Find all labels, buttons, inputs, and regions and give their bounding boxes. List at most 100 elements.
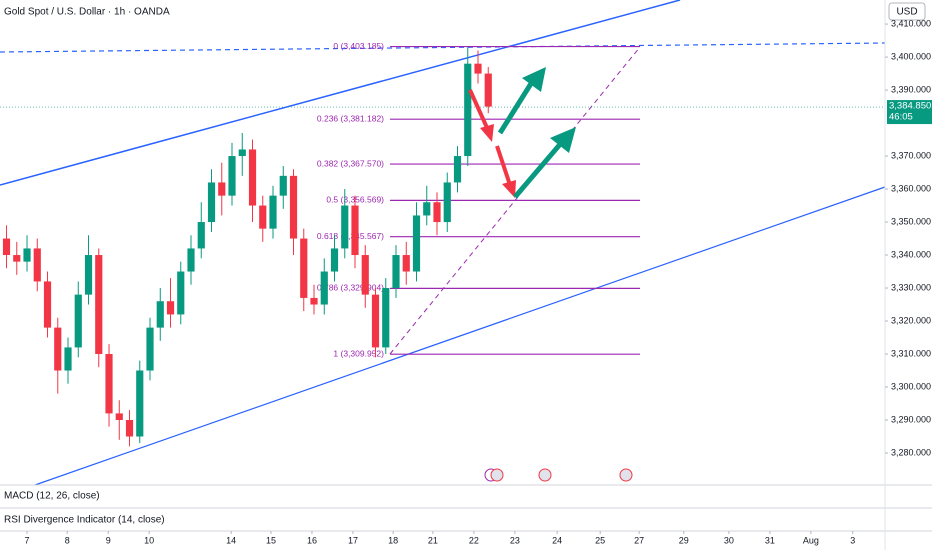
fib-label: 0 (3,403.185) — [333, 41, 384, 51]
y-tick-label: 3,390.000 — [891, 84, 931, 94]
fib-label: 1 (3,309.952) — [333, 348, 384, 358]
dashed-trendline — [0, 42, 886, 53]
x-tick-label: 14 — [226, 535, 236, 545]
candle-body — [74, 294, 82, 348]
y-tick-label: 3,300.000 — [891, 381, 931, 391]
x-tick-label: 27 — [634, 535, 644, 545]
fib-trendline — [389, 46, 641, 355]
y-tick-label: 3,320.000 — [891, 315, 931, 325]
candle-body — [2, 238, 11, 256]
x-tick-label: 18 — [388, 535, 398, 545]
candle-body — [269, 195, 277, 229]
candle-body — [248, 149, 257, 206]
y-tick-label: 3,340.000 — [891, 249, 931, 259]
fib-label: 0.382 (3,367.570) — [317, 158, 384, 168]
candle-body — [464, 63, 472, 157]
countdown: 46:05 — [889, 112, 913, 123]
candle-body — [146, 327, 154, 371]
y-tick-label: 3,290.000 — [891, 414, 931, 424]
x-tick-label: 25 — [595, 535, 605, 545]
y-tick-label: 3,410.000 — [891, 18, 931, 28]
x-tick-label: 8 — [65, 535, 70, 545]
candle-body — [351, 205, 359, 256]
candle-body — [484, 73, 492, 107]
candle-body — [443, 182, 451, 223]
last-price: 3,384.850 — [889, 101, 931, 112]
lower-channel — [34, 186, 886, 486]
candle-body — [125, 420, 134, 437]
symbol-title: Gold Spot / U.S. Dollar · 1h · OANDA — [4, 7, 170, 18]
candle-body — [320, 271, 328, 305]
candle-body — [115, 413, 123, 421]
x-tick-label: 22 — [469, 535, 479, 545]
candle-body — [228, 156, 236, 196]
x-tick-label: 9 — [106, 535, 111, 545]
macd-label: MACD (12, 26, close) — [4, 491, 100, 502]
candle-body — [300, 238, 308, 298]
candle-body — [371, 294, 380, 348]
candle-body — [382, 288, 390, 348]
x-tick-label: 23 — [510, 535, 520, 545]
price-tag-bg — [887, 100, 932, 125]
y-tick-label: 3,350.000 — [891, 216, 931, 226]
candle-body — [392, 255, 400, 289]
x-tick-label: 17 — [348, 535, 358, 545]
x-tick-label: 21 — [428, 535, 438, 545]
x-tick-label: 3 — [850, 535, 855, 545]
candle-body — [23, 248, 31, 262]
candle-body — [341, 205, 349, 249]
y-tick-label: 3,360.000 — [891, 183, 931, 193]
candle-body — [259, 205, 267, 229]
candle-body — [310, 297, 318, 305]
candle-body — [84, 255, 93, 295]
currency-button[interactable] — [888, 2, 926, 21]
candle-body — [330, 248, 339, 272]
candle-body — [433, 202, 441, 223]
candle-body — [95, 255, 103, 355]
candle-body — [33, 248, 41, 282]
x-tick-label: 7 — [25, 535, 30, 545]
y-tick-label: 3,370.000 — [891, 150, 931, 160]
candle-body — [43, 281, 52, 328]
candle-body — [156, 301, 164, 328]
upper-channel — [0, 0, 681, 186]
x-tick-label: 31 — [765, 535, 775, 545]
candle-body — [136, 370, 144, 437]
fib-label: 0.236 (3,381.182) — [317, 113, 384, 123]
x-tick-label: 29 — [679, 535, 689, 545]
y-tick-label: 3,400.000 — [891, 51, 931, 61]
candle-body — [218, 182, 226, 196]
candle-body — [289, 175, 298, 239]
fib-label: 0.618 (3,345.567) — [317, 231, 384, 241]
x-tick-label: 30 — [724, 535, 734, 545]
panes-bg — [0, 485, 932, 550]
candle-body — [474, 63, 482, 74]
candle-body — [166, 301, 175, 315]
candle-body — [105, 354, 113, 414]
x-tick-label: 16 — [307, 535, 317, 545]
candle-body — [197, 222, 205, 249]
candle-body — [402, 255, 410, 272]
candle-body — [187, 248, 195, 272]
candle-body — [412, 215, 421, 272]
y-tick-label: 3,280.000 — [891, 447, 931, 457]
candle-body — [453, 156, 462, 183]
x-tick-label: 24 — [552, 535, 562, 545]
currency[interactable]: USD — [896, 7, 917, 18]
candles — [2, 47, 492, 447]
y-tick-label: 3,310.000 — [891, 348, 931, 358]
candle-body — [238, 149, 246, 157]
candle-body — [423, 202, 431, 216]
rsi-label: RSI Divergence Indicator (14, close) — [4, 515, 165, 526]
candle-body — [207, 182, 216, 223]
y-tick-label: 3,330.000 — [891, 282, 931, 292]
x-tick-label: 15 — [266, 535, 276, 545]
event-icons — [484, 468, 633, 482]
candle-body — [64, 347, 72, 371]
candle-body — [177, 271, 185, 315]
candle-body — [279, 175, 287, 196]
arrows — [468, 67, 576, 199]
candle-body — [13, 255, 21, 262]
